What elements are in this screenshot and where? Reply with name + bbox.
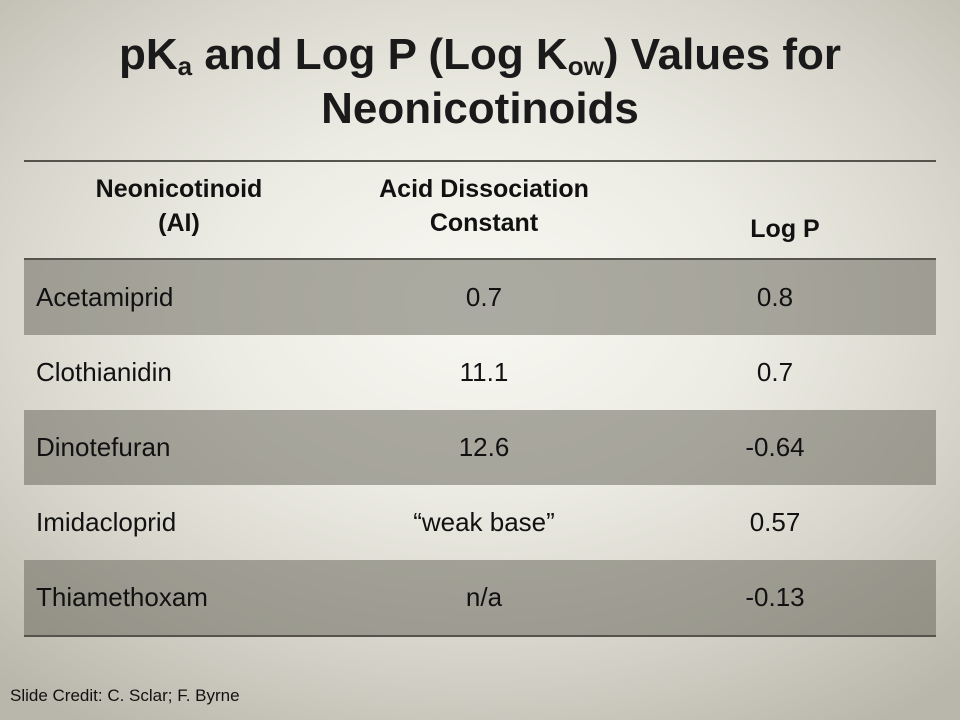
title-line2: Neonicotinoids <box>321 84 639 133</box>
table-row: Imidacloprid “weak base” 0.57 <box>24 485 936 560</box>
header-acid-line1: Acid Dissociation <box>379 175 589 203</box>
header-neonicotinoid-line1: Neonicotinoid <box>95 175 263 203</box>
cell-acid-constant: “weak base” <box>413 507 555 537</box>
table-row: Acetamiprid 0.7 0.8 <box>24 260 936 335</box>
cell-name: Imidacloprid <box>36 507 177 537</box>
title-subscript-a: a <box>177 51 193 81</box>
header-neonicotinoid: Neonicotinoid (AI) <box>24 162 334 258</box>
cell-name: Clothianidin <box>36 357 172 387</box>
cell-log-p: -0.64 <box>745 432 805 462</box>
cell-log-p: 0.7 <box>756 357 794 387</box>
table-row: Dinotefuran 12.6 -0.64 <box>24 410 936 485</box>
cell-name: Acetamiprid <box>36 282 174 312</box>
cell-acid-constant: 12.6 <box>458 432 510 462</box>
slide-title: pKa and Log P (Log Kow) Values for Neoni… <box>40 28 920 136</box>
cell-log-p: 0.8 <box>756 282 794 312</box>
cell-name: Thiamethoxam <box>36 582 208 612</box>
cell-acid-constant: n/a <box>465 582 503 612</box>
neonicotinoid-table: Neonicotinoid (AI) Acid Dissociation Con… <box>24 160 936 637</box>
table-header-row: Neonicotinoid (AI) Acid Dissociation Con… <box>24 162 936 260</box>
table-top-rule <box>24 160 936 162</box>
cell-acid-constant: 0.7 <box>465 282 503 312</box>
title-pk: pK <box>118 30 178 79</box>
cell-acid-constant: 11.1 <box>459 357 509 387</box>
table-row: Clothianidin 11.1 0.7 <box>24 335 936 410</box>
table-bottom-rule <box>24 635 936 637</box>
cell-log-p: 0.57 <box>749 507 801 537</box>
title-middle: and Log P (Log K <box>192 30 568 79</box>
header-neonicotinoid-line2: (AI) <box>158 209 200 237</box>
header-acid-dissociation: Acid Dissociation Constant <box>334 162 634 258</box>
header-log-p: Log P <box>634 162 936 258</box>
header-acid-line2: Constant <box>429 209 539 237</box>
header-log-p-label: Log P <box>750 215 820 243</box>
slide-credit: Slide Credit: C. Sclar; F. Byrne <box>10 686 240 705</box>
title-subscript-ow: ow <box>567 51 604 81</box>
cell-name: Dinotefuran <box>36 432 171 462</box>
table-row: Thiamethoxam n/a -0.13 <box>24 560 936 635</box>
title-end: ) Values for <box>603 30 841 79</box>
cell-log-p: -0.13 <box>745 582 805 612</box>
